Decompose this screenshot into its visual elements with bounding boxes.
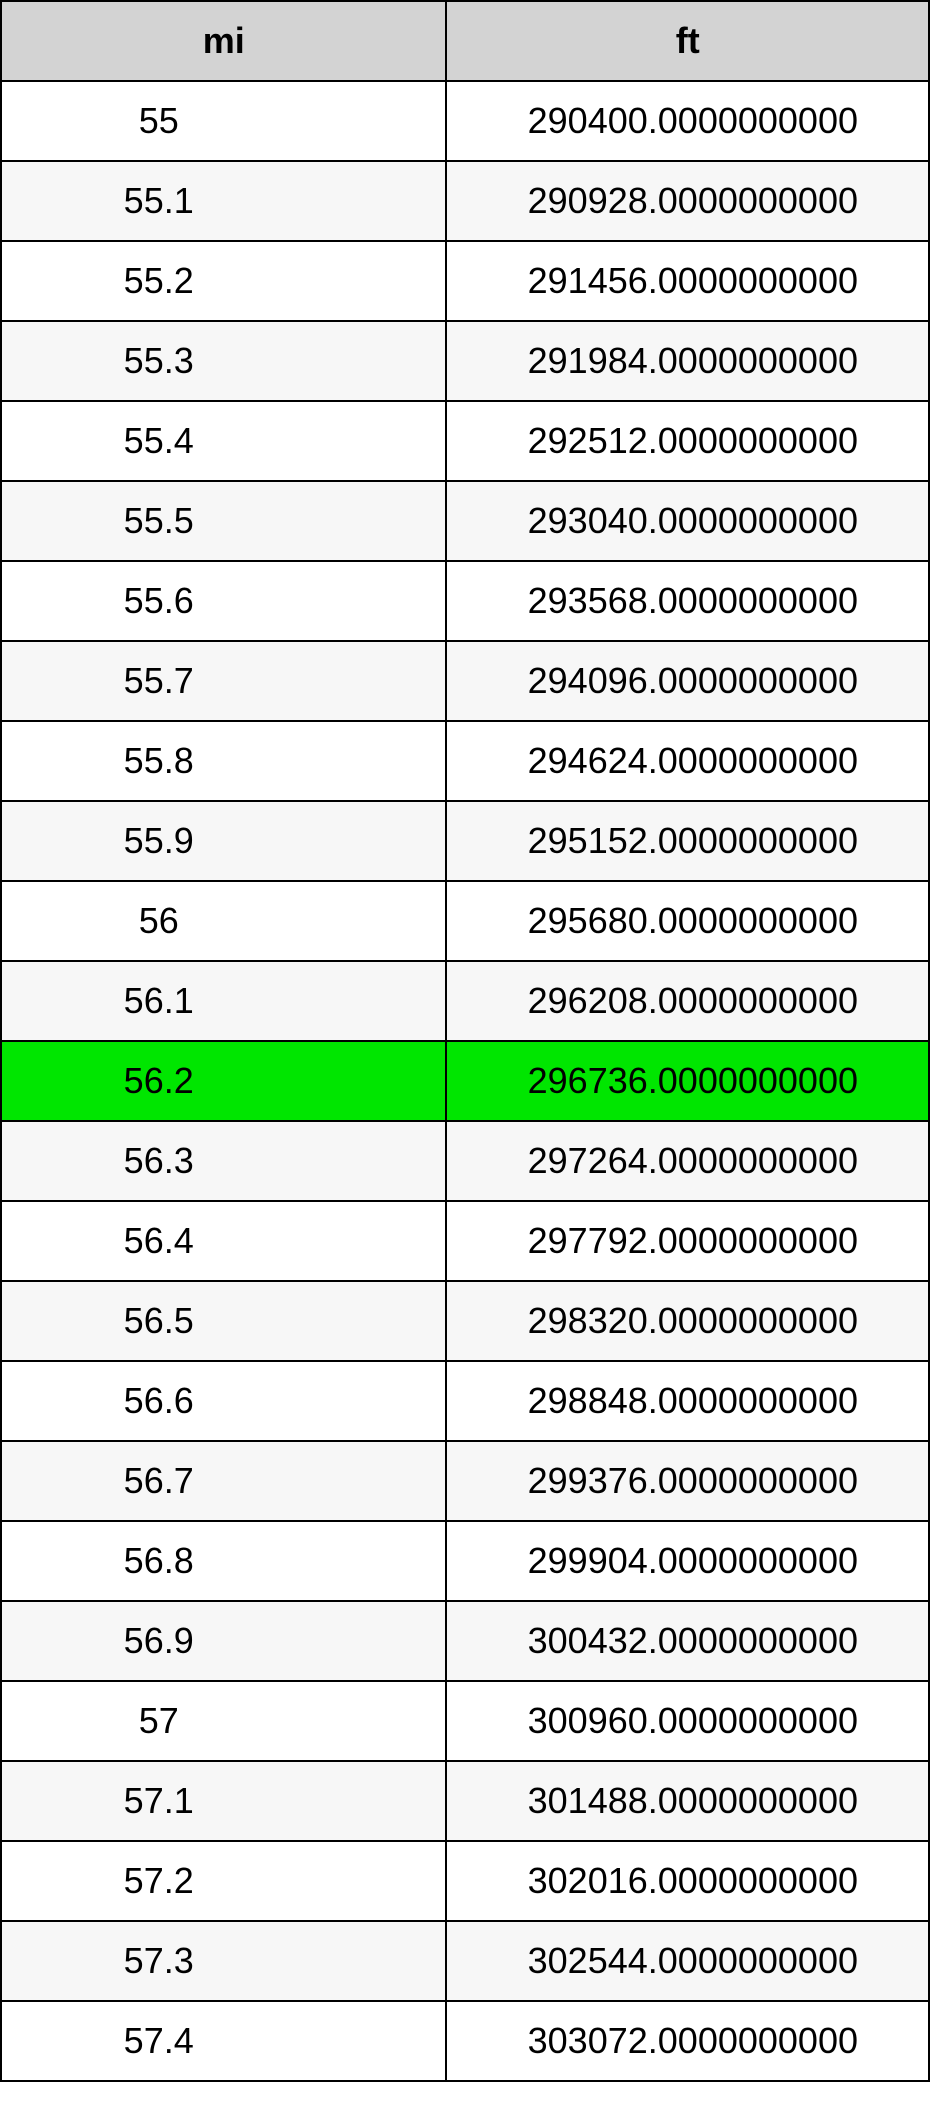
cell-ft: 294096.0000000000 [446, 641, 929, 721]
table-row: 55.1290928.0000000000 [1, 161, 929, 241]
cell-mi: 55.4 [1, 401, 446, 481]
cell-mi: 56.9 [1, 1601, 446, 1681]
cell-mi: 55.8 [1, 721, 446, 801]
cell-mi: 56.4 [1, 1201, 446, 1281]
cell-ft: 296736.0000000000 [446, 1041, 929, 1121]
cell-mi: 57.1 [1, 1761, 446, 1841]
table-row: 57.3302544.0000000000 [1, 1921, 929, 2001]
cell-ft: 295680.0000000000 [446, 881, 929, 961]
cell-ft: 292512.0000000000 [446, 401, 929, 481]
cell-ft: 291456.0000000000 [446, 241, 929, 321]
column-header-mi: mi [1, 1, 446, 81]
cell-mi: 55 [1, 81, 446, 161]
table-row: 56.5298320.0000000000 [1, 1281, 929, 1361]
column-header-ft: ft [446, 1, 929, 81]
cell-ft: 290400.0000000000 [446, 81, 929, 161]
cell-mi: 56.8 [1, 1521, 446, 1601]
cell-mi: 55.3 [1, 321, 446, 401]
cell-ft: 290928.0000000000 [446, 161, 929, 241]
table-row: 55.5293040.0000000000 [1, 481, 929, 561]
cell-mi: 55.6 [1, 561, 446, 641]
cell-ft: 303072.0000000000 [446, 2001, 929, 2081]
cell-mi: 55.1 [1, 161, 446, 241]
cell-mi: 55.2 [1, 241, 446, 321]
table-row: 56.6298848.0000000000 [1, 1361, 929, 1441]
cell-mi: 56.7 [1, 1441, 446, 1521]
cell-ft: 300960.0000000000 [446, 1681, 929, 1761]
cell-ft: 299376.0000000000 [446, 1441, 929, 1521]
cell-ft: 296208.0000000000 [446, 961, 929, 1041]
cell-mi: 57.3 [1, 1921, 446, 2001]
cell-ft: 302016.0000000000 [446, 1841, 929, 1921]
cell-mi: 56.2 [1, 1041, 446, 1121]
cell-ft: 298848.0000000000 [446, 1361, 929, 1441]
table-row: 57.4303072.0000000000 [1, 2001, 929, 2081]
cell-ft: 300432.0000000000 [446, 1601, 929, 1681]
cell-ft: 301488.0000000000 [446, 1761, 929, 1841]
table-row: 55.3291984.0000000000 [1, 321, 929, 401]
cell-mi: 56.1 [1, 961, 446, 1041]
cell-mi: 55.7 [1, 641, 446, 721]
cell-mi: 55.5 [1, 481, 446, 561]
cell-mi: 56.6 [1, 1361, 446, 1441]
cell-ft: 297264.0000000000 [446, 1121, 929, 1201]
cell-ft: 293040.0000000000 [446, 481, 929, 561]
cell-mi: 57.4 [1, 2001, 446, 2081]
table-row: 56.8299904.0000000000 [1, 1521, 929, 1601]
table-row: 57.2302016.0000000000 [1, 1841, 929, 1921]
conversion-table: mi ft 55290400.000000000055.1290928.0000… [0, 0, 930, 2082]
table-row: 56.2296736.0000000000 [1, 1041, 929, 1121]
cell-ft: 299904.0000000000 [446, 1521, 929, 1601]
table-row: 56.7299376.0000000000 [1, 1441, 929, 1521]
table-header-row: mi ft [1, 1, 929, 81]
table-row: 57.1301488.0000000000 [1, 1761, 929, 1841]
cell-mi: 57.2 [1, 1841, 446, 1921]
table-row: 55.8294624.0000000000 [1, 721, 929, 801]
table-row: 56.4297792.0000000000 [1, 1201, 929, 1281]
table-row: 55.6293568.0000000000 [1, 561, 929, 641]
table-row: 57300960.0000000000 [1, 1681, 929, 1761]
table-row: 56.3297264.0000000000 [1, 1121, 929, 1201]
cell-ft: 294624.0000000000 [446, 721, 929, 801]
table-row: 56.1296208.0000000000 [1, 961, 929, 1041]
table-row: 55290400.0000000000 [1, 81, 929, 161]
cell-ft: 291984.0000000000 [446, 321, 929, 401]
cell-mi: 57 [1, 1681, 446, 1761]
table-row: 55.2291456.0000000000 [1, 241, 929, 321]
cell-ft: 302544.0000000000 [446, 1921, 929, 2001]
cell-ft: 293568.0000000000 [446, 561, 929, 641]
table-row: 56.9300432.0000000000 [1, 1601, 929, 1681]
cell-mi: 56.3 [1, 1121, 446, 1201]
cell-ft: 295152.0000000000 [446, 801, 929, 881]
table-row: 55.4292512.0000000000 [1, 401, 929, 481]
table-row: 56295680.0000000000 [1, 881, 929, 961]
table-row: 55.7294096.0000000000 [1, 641, 929, 721]
cell-ft: 298320.0000000000 [446, 1281, 929, 1361]
cell-mi: 55.9 [1, 801, 446, 881]
cell-mi: 56 [1, 881, 446, 961]
cell-ft: 297792.0000000000 [446, 1201, 929, 1281]
table-row: 55.9295152.0000000000 [1, 801, 929, 881]
cell-mi: 56.5 [1, 1281, 446, 1361]
